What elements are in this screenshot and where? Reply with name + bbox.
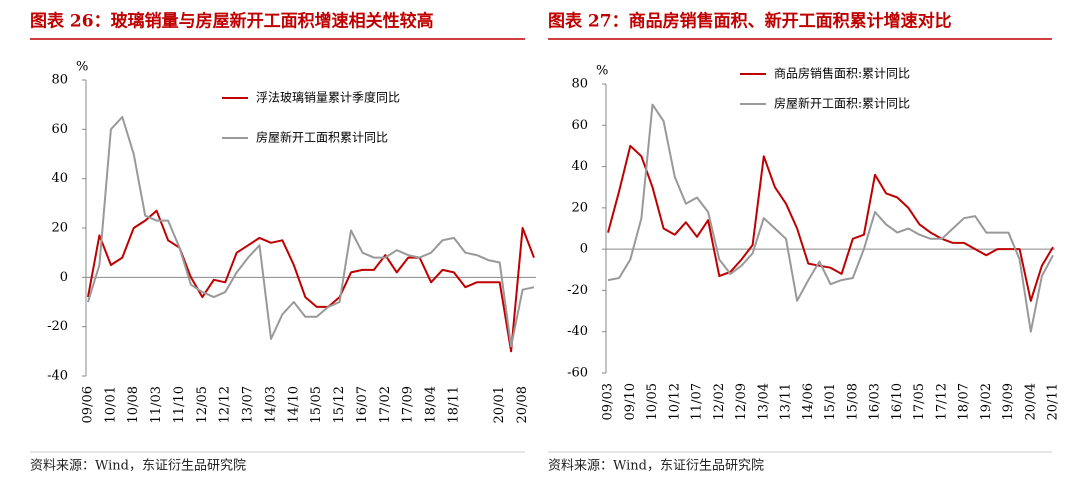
y-tick-label: 60 — [571, 118, 588, 133]
x-tick-label: 11/07 — [690, 383, 705, 420]
x-tick-label: 14/03 — [263, 386, 278, 423]
x-tick-label: 11/03 — [149, 386, 164, 423]
x-tick-label: 12/02 — [712, 383, 727, 420]
y-tick-label: 80 — [571, 77, 588, 92]
x-tick-label: 20/11 — [1046, 383, 1061, 420]
x-tick-label: 16/10 — [890, 383, 905, 420]
x-tick-label: 18/04 — [424, 386, 439, 423]
y-tick-label: 20 — [51, 221, 68, 236]
x-tick-label: 10/01 — [103, 386, 118, 423]
x-tick-label: 15/12 — [332, 386, 347, 423]
x-tick-label: 19/09 — [1001, 383, 1016, 420]
y-tick-label: -60 — [567, 366, 588, 381]
y-tick-label: -20 — [47, 319, 68, 334]
x-tick-label: 09/06 — [81, 386, 96, 423]
y-tick-label: 60 — [51, 122, 68, 137]
x-tick-label: 19/02 — [979, 383, 994, 420]
series-line — [87, 116, 535, 348]
chart-title: 图表 27：商品房销售面积、新开工面积累计增速对比 — [548, 11, 952, 32]
x-tick-label: 17/09 — [401, 386, 416, 423]
y-tick-label: 40 — [51, 171, 68, 186]
y-tick-label: 40 — [571, 159, 588, 174]
y-tick-label: 80 — [51, 73, 68, 88]
source: 资料来源：Wind，东证衍生品研究院 — [30, 459, 246, 474]
legend-label: 浮法玻璃销量累计季度同比 — [256, 90, 400, 105]
x-tick-label: 13/07 — [241, 386, 256, 423]
x-tick-label: 17/12 — [934, 383, 949, 420]
x-tick-label: 20/08 — [515, 386, 530, 423]
series-line — [87, 209, 535, 353]
y-unit: % — [76, 60, 88, 75]
x-tick-label: 09/03 — [601, 383, 616, 420]
x-tick-label: 20/01 — [492, 386, 507, 423]
legend-label: 房屋新开工面积累计同比 — [256, 130, 388, 145]
chart-title: 图表 26：玻璃销量与房屋新开工面积增速相关性较高 — [30, 11, 434, 32]
source: 资料来源：Wind，东证衍生品研究院 — [548, 459, 764, 474]
x-tick-label: 12/09 — [734, 383, 749, 420]
y-tick-label: 0 — [60, 270, 68, 285]
series-line — [607, 103, 1054, 333]
y-tick-label: -40 — [567, 324, 588, 339]
series-line — [607, 144, 1054, 302]
y-unit: % — [596, 64, 608, 79]
x-tick-label: 17/02 — [378, 386, 393, 423]
y-tick-label: -20 — [567, 283, 588, 298]
x-tick-label: 12/05 — [195, 386, 210, 423]
x-tick-label: 16/03 — [868, 383, 883, 420]
x-tick-label: 14/06 — [801, 383, 816, 420]
x-tick-label: 18/11 — [446, 386, 461, 423]
x-tick-label: 12/12 — [218, 386, 233, 423]
x-tick-label: 13/04 — [756, 383, 771, 420]
legend-label: 商品房销售面积:累计同比 — [774, 66, 910, 81]
x-tick-label: 14/10 — [286, 386, 301, 423]
x-tick-label: 17/05 — [912, 383, 927, 420]
y-tick-label: 0 — [580, 242, 588, 257]
x-tick-label: 18/07 — [957, 383, 972, 420]
x-tick-label: 13/11 — [779, 383, 794, 420]
x-tick-label: 20/04 — [1023, 383, 1038, 420]
x-tick-label: 15/05 — [309, 386, 324, 423]
x-tick-label: 15/08 — [845, 383, 860, 420]
x-tick-label: 09/10 — [623, 383, 638, 420]
y-tick-label: -40 — [47, 369, 68, 384]
y-tick-label: 20 — [571, 200, 588, 215]
legend-label: 房屋新开工面积:累计同比 — [774, 96, 910, 111]
x-tick-label: 10/12 — [667, 383, 682, 420]
x-tick-label: 10/08 — [126, 386, 141, 423]
x-tick-label: 11/10 — [172, 386, 187, 423]
x-tick-label: 16/07 — [355, 386, 370, 423]
x-tick-label: 15/01 — [823, 383, 838, 420]
x-tick-label: 10/05 — [645, 383, 660, 420]
